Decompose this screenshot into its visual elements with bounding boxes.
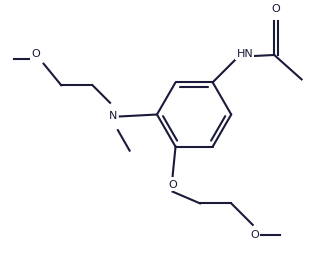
Text: O: O [168, 180, 177, 190]
Text: O: O [250, 230, 259, 240]
Text: O: O [272, 4, 281, 14]
Text: HN: HN [237, 49, 253, 59]
Text: N: N [109, 111, 117, 121]
Text: O: O [31, 49, 40, 59]
